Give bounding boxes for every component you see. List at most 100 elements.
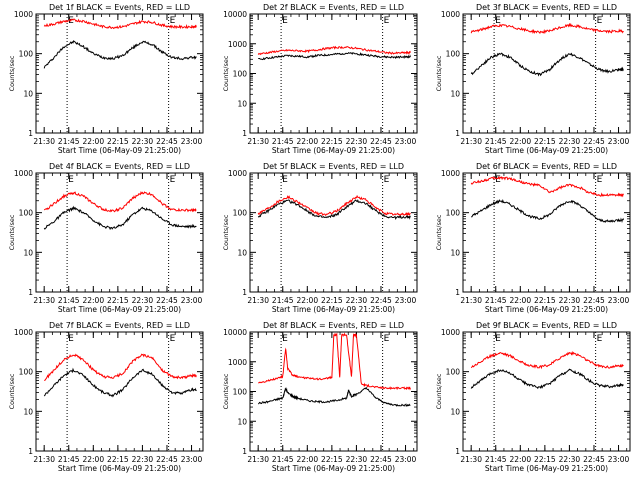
events-series-line (43, 205, 197, 231)
x-tick-label: 22:45 (156, 455, 178, 464)
x-tick-label: 21:30 (460, 296, 482, 305)
x-tick-label: 21:45 (58, 455, 80, 464)
y-tick-label: 100 (446, 50, 461, 59)
y-tick-label: 100 (233, 209, 248, 218)
y-tick-label: 100 (446, 368, 461, 377)
eclipse-marker-label: E (170, 16, 176, 26)
x-axis-label: Start Time (06-May-09 21:25:00) (272, 305, 395, 314)
x-tick-label: 23:00 (608, 296, 630, 305)
x-tick-label: 22:00 (296, 455, 318, 464)
x-tick-label: 22:45 (583, 296, 605, 305)
panel-det-1: Det 1f BLACK = Events, RED = LLD 1 10 100 10… (8, 3, 204, 155)
y-axis-label: Counts/sec (222, 373, 230, 409)
x-tick-label: 22:45 (156, 137, 178, 146)
plot-frame (35, 172, 204, 293)
lld-series-line (44, 353, 197, 381)
x-tick-label: 22:45 (370, 296, 392, 305)
panel-title: Det 2f BLACK = Events, RED = LLD (263, 3, 404, 12)
x-tick-label: 22:00 (82, 296, 104, 305)
events-series-line (43, 367, 197, 398)
eclipse-marker-label: E (170, 175, 176, 185)
x-tick-label: 22:15 (107, 455, 129, 464)
y-tick-label: 1 (242, 129, 247, 138)
y-axis-label: Counts/sec (435, 214, 443, 250)
y-tick-label: 10000 (223, 10, 247, 19)
x-tick-label: 23:00 (608, 455, 630, 464)
lld-series-line (258, 332, 411, 391)
x-tick-label: 22:30 (559, 137, 581, 146)
y-tick-label: 10000 (223, 328, 247, 337)
x-tick-label: 22:15 (534, 137, 556, 146)
eclipse-marker-label: E (282, 334, 288, 344)
eclipse-marker-label: E (68, 334, 74, 344)
eclipse-marker-label: E (384, 334, 390, 344)
x-tick-label: 23:00 (395, 137, 417, 146)
y-tick-label: 1000 (228, 169, 247, 178)
x-tick-label: 21:45 (485, 137, 507, 146)
lld-series-line (470, 176, 624, 198)
events-series-line (470, 52, 624, 77)
x-tick-label: 21:45 (58, 137, 80, 146)
lld-series-line (43, 191, 197, 213)
eclipse-marker-label: E (68, 175, 74, 185)
x-tick-label: 22:45 (583, 137, 605, 146)
y-tick-label: 1000 (14, 328, 33, 337)
x-tick-label: 23:00 (181, 296, 203, 305)
x-tick-label: 22:15 (321, 296, 343, 305)
y-tick-label: 1 (28, 288, 33, 297)
panel-title: Det 6f BLACK = Events, RED = LLD (476, 162, 617, 171)
y-tick-label: 100 (19, 209, 34, 218)
panel-det-5: Det 5f BLACK = Events, RED = LLD 1 10 100 10… (222, 162, 418, 314)
lld-series-line (470, 350, 624, 370)
x-axis-label: Start Time (06-May-09 21:25:00) (485, 146, 608, 155)
y-tick-label: 1000 (228, 358, 247, 367)
y-tick-label: 100 (19, 368, 34, 377)
y-tick-label: 1000 (441, 169, 460, 178)
x-tick-label: 23:00 (395, 455, 417, 464)
panel-det-2: Det 2f BLACK = Events, RED = LLD 1 10 100 10… (222, 3, 418, 155)
y-axis-label: Counts/sec (222, 55, 230, 91)
y-tick-label: 1000 (441, 10, 460, 19)
eclipse-marker-label: E (170, 334, 176, 344)
panel-title: Det 8f BLACK = Events, RED = LLD (263, 321, 404, 330)
lld-series-line (470, 22, 624, 35)
x-axis-label: Start Time (06-May-09 21:25:00) (58, 305, 181, 314)
x-tick-label: 22:00 (82, 455, 104, 464)
x-tick-label: 22:30 (559, 296, 581, 305)
y-tick-label: 1000 (228, 40, 247, 49)
x-tick-label: 22:15 (534, 296, 556, 305)
panel-det-7: Det 7f BLACK = Events, RED = LLD 1 10 100 10… (8, 321, 204, 473)
eclipse-marker-label: E (495, 334, 501, 344)
x-tick-label: 21:30 (247, 296, 269, 305)
x-axis-label: Start Time (06-May-09 21:25:00) (272, 146, 395, 155)
y-tick-label: 100 (233, 70, 248, 79)
y-tick-label: 10 (237, 417, 247, 426)
panel-det-9: Det 9f BLACK = Events, RED = LLD 1 10 100 10… (435, 321, 631, 473)
plot-frame (249, 331, 418, 452)
x-tick-label: 22:45 (370, 137, 392, 146)
y-axis-label: Counts/sec (8, 214, 16, 250)
y-tick-label: 10 (23, 248, 33, 257)
x-tick-label: 22:45 (370, 455, 392, 464)
panel-det-3: Det 3f BLACK = Events, RED = LLD 1 10 100 10… (435, 3, 631, 155)
y-tick-label: 100 (19, 50, 34, 59)
y-tick-label: 1 (28, 129, 33, 138)
x-tick-label: 21:30 (247, 137, 269, 146)
y-axis-label: Counts/sec (8, 55, 16, 91)
eclipse-marker-label: E (384, 16, 390, 26)
y-tick-label: 10 (23, 89, 33, 98)
x-tick-label: 21:30 (33, 137, 55, 146)
events-series-line (43, 39, 197, 69)
y-axis-label: Counts/sec (222, 214, 230, 250)
x-tick-label: 22:00 (509, 137, 531, 146)
y-tick-label: 10 (23, 407, 33, 416)
y-tick-label: 1 (242, 447, 247, 456)
x-tick-label: 21:45 (485, 455, 507, 464)
events-series-line (257, 199, 411, 220)
x-tick-label: 21:30 (247, 455, 269, 464)
y-tick-label: 10 (450, 407, 460, 416)
x-tick-label: 21:30 (33, 296, 55, 305)
y-tick-label: 1000 (441, 328, 460, 337)
x-tick-label: 21:30 (460, 455, 482, 464)
